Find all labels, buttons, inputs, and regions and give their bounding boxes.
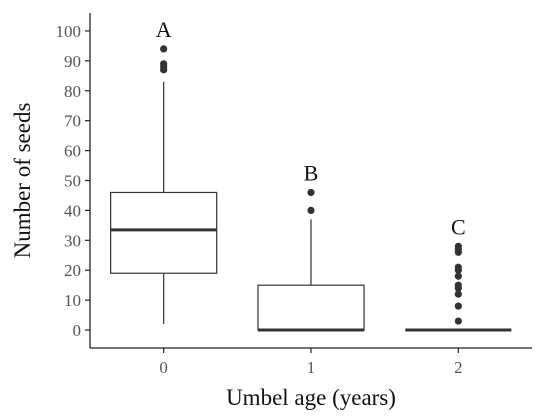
outlier-point: [160, 60, 168, 68]
boxes: A B C: [110, 17, 512, 332]
outlier-point: [454, 281, 462, 289]
outlier-point: [454, 302, 462, 310]
y-tick-label: 0: [73, 321, 82, 340]
y-axis-title: Number of seeds: [10, 103, 35, 259]
outlier-point: [454, 290, 462, 298]
outlier-point: [454, 272, 462, 280]
y-tick-label: 40: [64, 201, 81, 220]
y-tick-label: 90: [64, 52, 81, 71]
y-tick-label: 100: [56, 22, 82, 41]
outlier-point: [160, 45, 168, 53]
x-axis-title: Umbel age (years): [226, 385, 396, 410]
y-axis: 0 10 20 30 40 50 60 70 80 90 100: [56, 13, 91, 348]
x-tick-label: 1: [307, 358, 316, 377]
outlier-point: [307, 188, 315, 197]
y-tick-label: 10: [64, 291, 81, 310]
x-tick-label: 2: [454, 358, 463, 377]
y-tick-label: 60: [64, 142, 81, 161]
significance-letter: C: [451, 214, 466, 239]
significance-letter: A: [156, 17, 172, 42]
iqr-box: [257, 284, 365, 331]
box-group: B: [257, 160, 365, 332]
y-tick-label: 70: [64, 112, 81, 131]
x-axis: 0 1 2: [90, 347, 532, 377]
y-tick-label: 30: [64, 231, 81, 250]
y-tick-label: 80: [64, 82, 81, 101]
significance-letter: B: [304, 160, 319, 185]
y-tick-label: 50: [64, 172, 81, 191]
outlier-point: [454, 263, 462, 271]
outlier-point: [454, 242, 462, 250]
box-group: C: [405, 214, 512, 332]
outlier-point: [454, 317, 462, 325]
iqr-box: [110, 191, 218, 274]
x-tick-label: 0: [159, 358, 168, 377]
box-group: A: [110, 17, 218, 325]
y-tick-label: 20: [64, 261, 81, 280]
outlier-point: [307, 206, 315, 215]
